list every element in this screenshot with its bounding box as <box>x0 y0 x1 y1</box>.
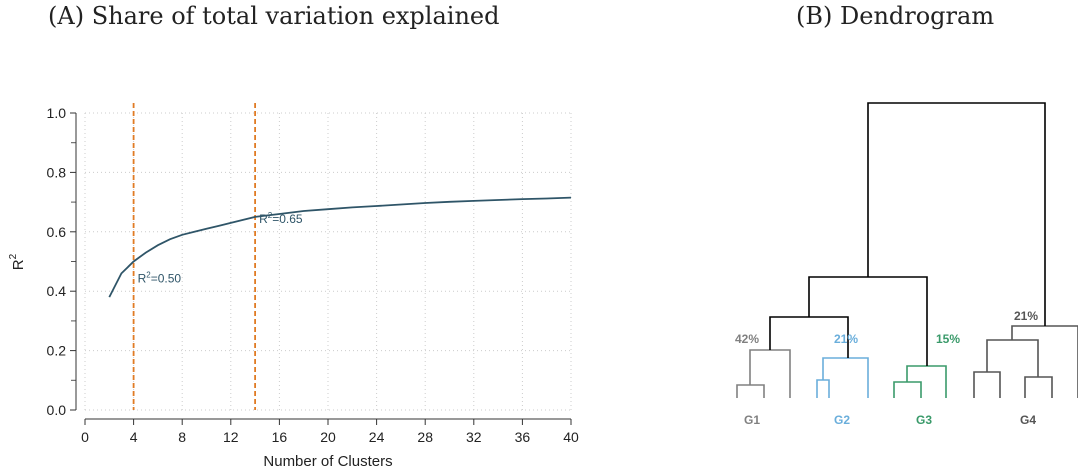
group-share-label: 21% <box>1014 309 1038 323</box>
dendrogram-branch-g3 <box>906 365 947 398</box>
dendrogram-branch-g1 <box>749 349 791 398</box>
x-tick-label: 28 <box>417 429 433 445</box>
annotation-text: R <box>138 272 147 286</box>
dendrogram-branch-g4 <box>973 371 1001 398</box>
group-label: G2 <box>834 413 850 427</box>
y-axis-title-sup: 2 <box>8 253 19 259</box>
dendrogram-trunk <box>867 102 1046 326</box>
group-label: G1 <box>744 413 760 427</box>
y-tick-label: 0.4 <box>47 283 67 299</box>
group-share-label: 21% <box>834 332 858 346</box>
y-axis-title: R2 <box>8 253 27 270</box>
x-axis-title: Number of Clusters <box>263 453 392 470</box>
chart-b-title: (B) Dendrogram <box>796 2 995 30</box>
y-axis-title-main: R <box>10 259 27 270</box>
dendrogram-branch-g4 <box>1024 376 1053 398</box>
x-tick-label: 40 <box>563 429 579 445</box>
x-tick-label: 12 <box>223 429 239 445</box>
annotation-label: R2=0.50 <box>138 271 182 286</box>
x-tick-label: 16 <box>272 429 288 445</box>
group-label: G4 <box>1020 413 1036 427</box>
group-share-label: 15% <box>936 332 960 346</box>
group-share-label: 42% <box>735 332 759 346</box>
chart-a-title: (A) Share of total variation explained <box>48 2 500 30</box>
dendrogram-branch-g2 <box>822 357 869 398</box>
x-tick-label: 20 <box>320 429 336 445</box>
y-tick-label: 0.6 <box>47 224 67 240</box>
x-tick-label: 32 <box>466 429 482 445</box>
annotation-label: R2=0.65 <box>259 211 303 226</box>
annotation-text: R <box>259 212 268 226</box>
x-tick-label: 36 <box>515 429 531 445</box>
y-tick-label: 0.8 <box>47 164 67 180</box>
dendrogram-branch-g4 <box>986 339 1039 377</box>
x-tick-label: 0 <box>81 429 89 445</box>
line-chart: 0.0 0.2 0.4 0.6 0.8 1.0 0 4 8 12 16 20 24 28 32 36 40 Num… <box>8 103 579 470</box>
dendrogram-branch-g3 <box>893 381 922 398</box>
y-tick-label: 1.0 <box>47 105 67 121</box>
y-tick-label: 0.0 <box>47 402 67 418</box>
x-tick-label: 4 <box>130 429 138 445</box>
dendrogram-branch-g4 <box>1011 325 1078 398</box>
group-label: G3 <box>916 413 932 427</box>
dendrogram-branch-g2 <box>816 379 830 398</box>
annotation-sup: 2 <box>146 271 151 280</box>
r2-line <box>108 196 572 298</box>
dendrogram-trunk <box>769 316 849 358</box>
annotation-value: =0.50 <box>151 272 182 286</box>
annotation-value: =0.65 <box>272 212 303 226</box>
x-tick-label: 8 <box>178 429 186 445</box>
y-tick-label: 0.2 <box>47 343 67 359</box>
x-tick-label: 24 <box>369 429 385 445</box>
dendrogram-trunk <box>808 276 928 366</box>
annotation-sup: 2 <box>268 211 273 220</box>
dendrogram-branch-g1 <box>736 384 765 398</box>
